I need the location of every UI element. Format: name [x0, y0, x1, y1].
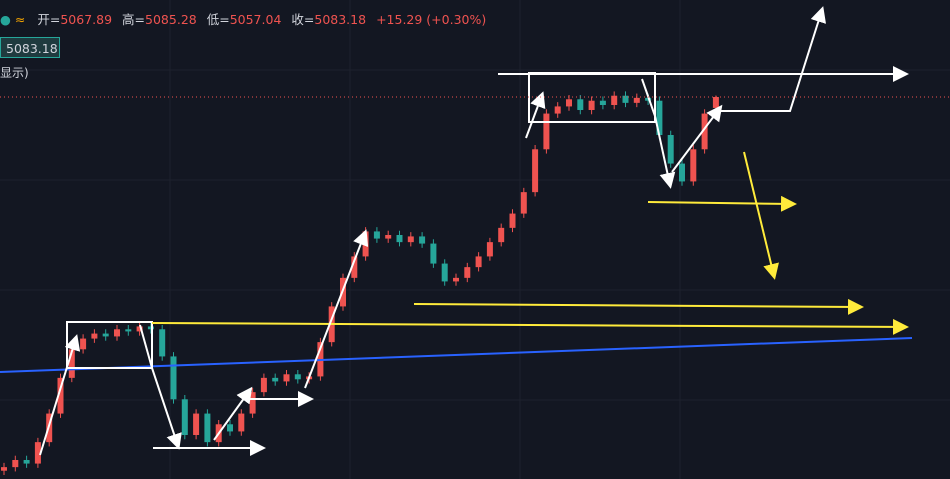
candle-body [690, 149, 697, 182]
candle-body [554, 106, 561, 114]
status-icon: ● [0, 12, 11, 27]
candle-body [520, 192, 527, 214]
ohlc-label: 收= [291, 12, 315, 27]
candle-body [12, 460, 19, 468]
candle-body [91, 333, 98, 339]
annotations [0, 6, 913, 456]
change: +15.29 (+0.30%) [376, 12, 487, 27]
candle-body [80, 338, 87, 350]
candle-body [159, 329, 166, 357]
ohlc-value: 5085.28 [145, 12, 197, 27]
candle-body [193, 413, 200, 435]
candle-body [475, 256, 482, 268]
candle-body [294, 374, 301, 380]
ohlc-value: 5083.18 [314, 12, 367, 27]
arrow [213, 386, 253, 441]
candle-body [283, 374, 290, 382]
candle-body [272, 377, 279, 382]
candle-body [453, 277, 459, 282]
candle-body [351, 256, 358, 278]
candle-body [599, 100, 606, 105]
candle-body [441, 263, 448, 282]
ohlc-label: 高= [122, 12, 146, 27]
candle-body [430, 243, 437, 264]
candle-body [622, 95, 629, 103]
candle-body [701, 113, 708, 150]
side-note: 显示) [0, 66, 29, 80]
candle-body [68, 349, 75, 378]
candle-body [102, 333, 109, 337]
arrow [413, 298, 864, 315]
candle-body [486, 242, 493, 257]
arrow [743, 151, 779, 280]
candle-body [509, 213, 516, 228]
arrow [671, 104, 723, 173]
candle-body [136, 326, 143, 332]
candles [1, 91, 719, 475]
candle-body [147, 326, 154, 330]
arrow [304, 229, 369, 389]
price-tag: 5083.18 [0, 37, 60, 58]
arrow [151, 318, 909, 335]
candle-body [667, 135, 674, 164]
candle-body [588, 100, 595, 110]
candle-body [181, 399, 188, 435]
candle-body [373, 231, 380, 239]
candle-body [260, 377, 267, 393]
ohlc-label: 开= [37, 12, 61, 27]
candle-body [204, 413, 211, 443]
candle-body [238, 413, 245, 432]
candle-body [396, 235, 403, 243]
candle-body [679, 163, 685, 182]
candle-body [114, 329, 120, 337]
candle-body [419, 236, 426, 244]
arrow [641, 78, 676, 189]
arrow [525, 91, 546, 139]
ohlc-value: 5067.89 [60, 12, 113, 27]
candle-body [532, 149, 539, 193]
candle-body [407, 236, 414, 243]
ohlc-value: 5057.04 [229, 12, 282, 27]
arrow [139, 324, 182, 450]
candle-body [249, 392, 256, 414]
candle-body [566, 99, 572, 107]
candle-body [57, 377, 64, 414]
candle-body [170, 356, 177, 400]
legend: ● ≈ 开=5067.89 高=5085.28 低=5057.04 收=5083… [0, 9, 492, 28]
candle-body [633, 97, 640, 103]
ohlc-label: 低= [206, 12, 230, 27]
candle-body [34, 442, 41, 464]
candle-body [1, 467, 7, 471]
candle-body [385, 235, 392, 239]
candle-body [712, 97, 719, 108]
wave-icon: ≈ [14, 12, 26, 27]
arrow [39, 334, 81, 456]
candle-body [656, 100, 663, 135]
candle-body [543, 113, 550, 150]
candle-body [23, 460, 30, 464]
candle-body [125, 329, 132, 332]
trend-line [0, 337, 913, 373]
candle-body [227, 424, 233, 432]
candle-body [498, 227, 505, 243]
candle-body [577, 99, 584, 110]
candle-body [464, 267, 471, 278]
candle-body [611, 95, 618, 105]
arrow [712, 6, 827, 112]
arrow [647, 195, 797, 212]
